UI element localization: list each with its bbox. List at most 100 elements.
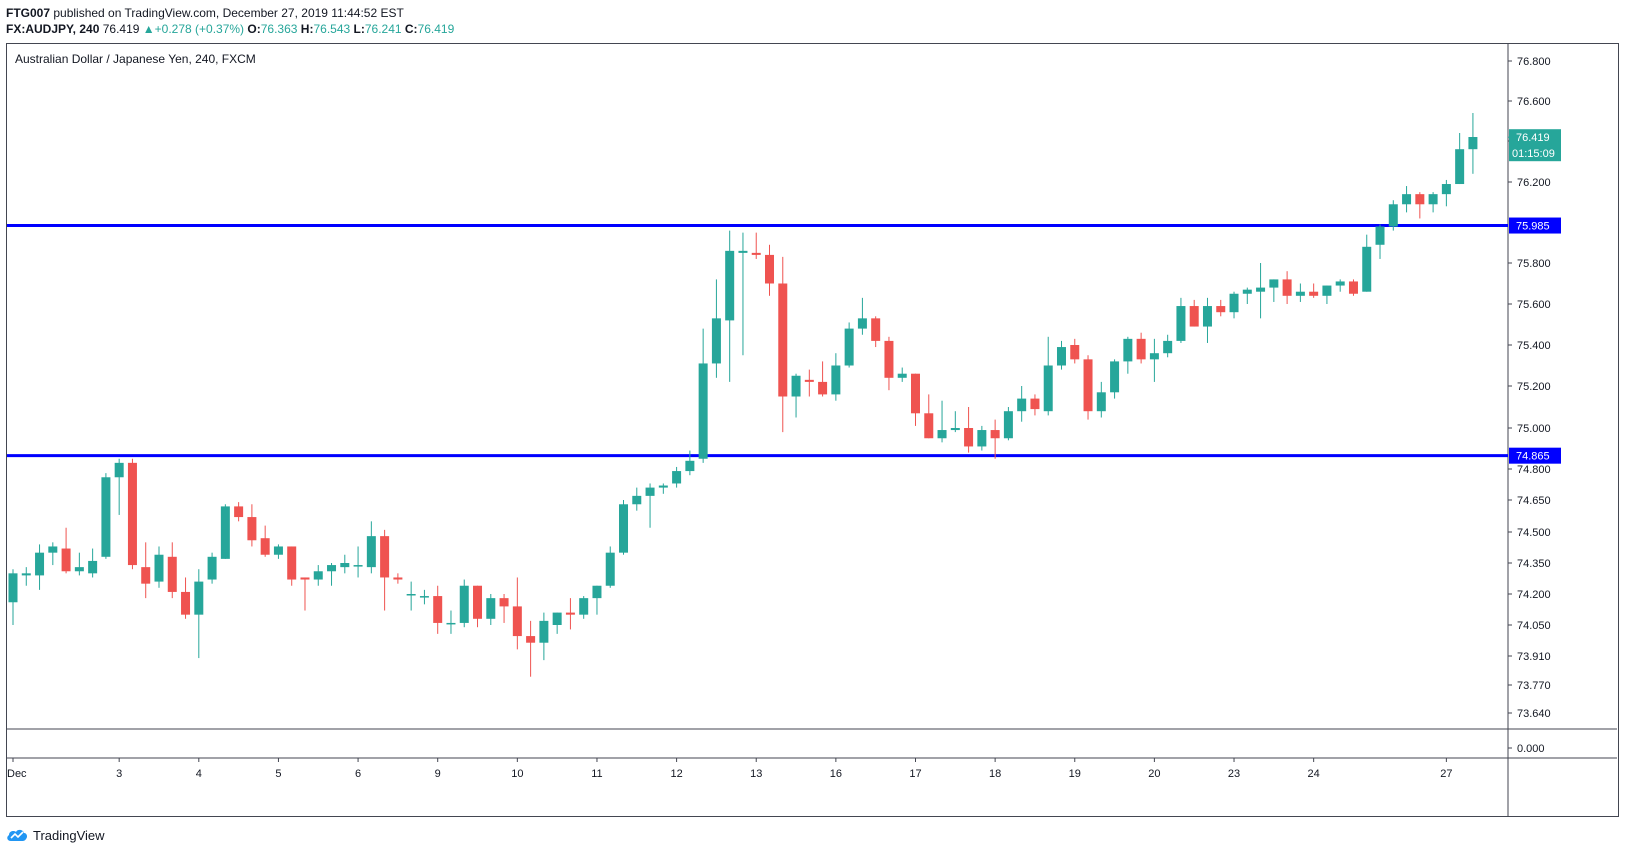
candle-body-down bbox=[818, 381, 828, 395]
tradingview-brand[interactable]: TradingView bbox=[33, 827, 105, 843]
candle-body-up bbox=[21, 573, 31, 576]
price-tick-label: 73.640 bbox=[1517, 708, 1551, 720]
candle-body-up bbox=[738, 250, 748, 253]
candle-body-up bbox=[658, 485, 668, 488]
candle-body-down bbox=[433, 596, 443, 623]
candle-body-up bbox=[1362, 246, 1372, 292]
candle-body-up bbox=[632, 495, 642, 505]
open-label: O: bbox=[247, 22, 261, 36]
candle-body-down bbox=[380, 536, 390, 578]
time-tick-label: 27 bbox=[1440, 768, 1452, 780]
time-tick-label: 23 bbox=[1228, 768, 1240, 780]
price-tick-label: 75.800 bbox=[1517, 258, 1551, 270]
candle-body-up bbox=[1056, 347, 1066, 366]
price-tick-label: 74.350 bbox=[1517, 558, 1551, 570]
candle-body-up bbox=[1043, 365, 1053, 412]
candle-body-up bbox=[711, 318, 721, 364]
high-label: H: bbox=[300, 22, 314, 36]
candle-body-up bbox=[1256, 287, 1266, 292]
candle-body-up bbox=[1455, 149, 1465, 185]
candle-body-down bbox=[1083, 359, 1093, 412]
candle-body-up bbox=[1242, 289, 1252, 294]
candle-body-up bbox=[937, 430, 947, 439]
publisher-name[interactable]: FTG007 bbox=[6, 6, 51, 20]
candle-body-up bbox=[645, 487, 655, 496]
candle-body-up bbox=[114, 462, 124, 478]
candle-body-up bbox=[101, 477, 111, 557]
close-label: C: bbox=[404, 22, 418, 36]
candle-body-up bbox=[977, 430, 987, 447]
candle-body-up bbox=[353, 565, 363, 567]
change-value: +0.278 (+0.37%) bbox=[154, 22, 245, 36]
candle-body-up bbox=[844, 328, 854, 366]
candle-body-down bbox=[141, 567, 151, 584]
price-tick-label: 74.200 bbox=[1517, 589, 1551, 601]
candle-body-up bbox=[1149, 353, 1159, 360]
candle-body-down bbox=[765, 254, 775, 284]
candle-body-up bbox=[1110, 361, 1120, 393]
candle-body-up bbox=[619, 504, 629, 553]
candle-body-up bbox=[48, 546, 58, 553]
candle-body-up bbox=[1269, 279, 1279, 288]
candle-body-down bbox=[565, 612, 575, 615]
time-tick-label: 4 bbox=[196, 768, 202, 780]
candle-body-up bbox=[672, 471, 682, 484]
candle-body-up bbox=[1468, 137, 1478, 150]
candle-body-down bbox=[181, 591, 191, 615]
candle-body-down bbox=[287, 546, 297, 580]
high-value: 76.543 bbox=[313, 22, 351, 36]
candle-body-up bbox=[406, 594, 416, 596]
candle-body-up bbox=[1202, 306, 1212, 327]
candle-body-down bbox=[260, 538, 270, 555]
candle-body-down bbox=[473, 585, 483, 619]
candle-body-down bbox=[526, 636, 536, 643]
candle-body-down bbox=[167, 556, 177, 592]
close-value: 76.419 bbox=[417, 22, 455, 36]
low-value: 76.241 bbox=[364, 22, 402, 36]
price-tick-label: 76.200 bbox=[1517, 177, 1551, 189]
candle-body-up bbox=[1335, 281, 1345, 286]
publish-info: FTG007 published on TradingView.com, Dec… bbox=[6, 6, 404, 20]
candle-body-up bbox=[857, 318, 867, 329]
ohlc-legend: FX:AUDJPY, 240 76.419 ▲+0.278 (+0.37%) O… bbox=[6, 22, 454, 36]
change-up-arrow-icon: ▲ bbox=[142, 22, 155, 36]
candle-body-up bbox=[366, 536, 376, 568]
time-tick-label: 13 bbox=[750, 768, 762, 780]
candle-body-down bbox=[1348, 281, 1358, 294]
price-tick-label: 75.200 bbox=[1517, 381, 1551, 393]
candle-body-up bbox=[1441, 184, 1451, 195]
lower-pane-tick-label: 0.000 bbox=[1517, 743, 1545, 755]
candle-body-up bbox=[1017, 398, 1027, 412]
candle-body-down bbox=[778, 283, 788, 397]
candle-body-down bbox=[234, 506, 244, 518]
candle-body-down bbox=[1189, 306, 1199, 327]
candle-body-up bbox=[1229, 293, 1239, 313]
candle-body-up bbox=[831, 365, 841, 395]
candle-body-down bbox=[990, 430, 1000, 439]
candlestick-chart[interactable]: Australian Dollar / Japanese Yen, 240, F… bbox=[7, 44, 1618, 816]
candle-body-up bbox=[552, 612, 562, 625]
candle-body-up bbox=[1003, 411, 1013, 439]
candle-body-up bbox=[592, 585, 602, 599]
candle-body-up bbox=[327, 565, 337, 572]
footer: TradingView bbox=[6, 826, 105, 844]
candle-body-down bbox=[751, 252, 761, 255]
candle-body-up bbox=[340, 563, 350, 568]
price-tick-label: 75.400 bbox=[1517, 340, 1551, 352]
time-tick-label: 11 bbox=[591, 768, 602, 780]
candle-body-up bbox=[273, 546, 283, 555]
candle-body-down bbox=[1216, 306, 1226, 313]
last-price-tag bbox=[1509, 129, 1561, 162]
candle-body-up bbox=[220, 506, 230, 559]
candle-body-down bbox=[127, 462, 137, 566]
candle-body-down bbox=[924, 413, 934, 439]
time-tick-label: 16 bbox=[830, 768, 842, 780]
candle-body-up bbox=[1295, 291, 1305, 296]
candle-body-up bbox=[446, 622, 456, 625]
publish-date-text: published on TradingView.com, December 2… bbox=[50, 6, 404, 20]
chart-container[interactable]: Australian Dollar / Japanese Yen, 240, F… bbox=[6, 43, 1619, 817]
last-price-label: 76.419 bbox=[1516, 132, 1550, 144]
candle-body-up bbox=[950, 428, 960, 431]
time-tick-label: 19 bbox=[1069, 768, 1081, 780]
candle-body-up bbox=[897, 373, 907, 378]
